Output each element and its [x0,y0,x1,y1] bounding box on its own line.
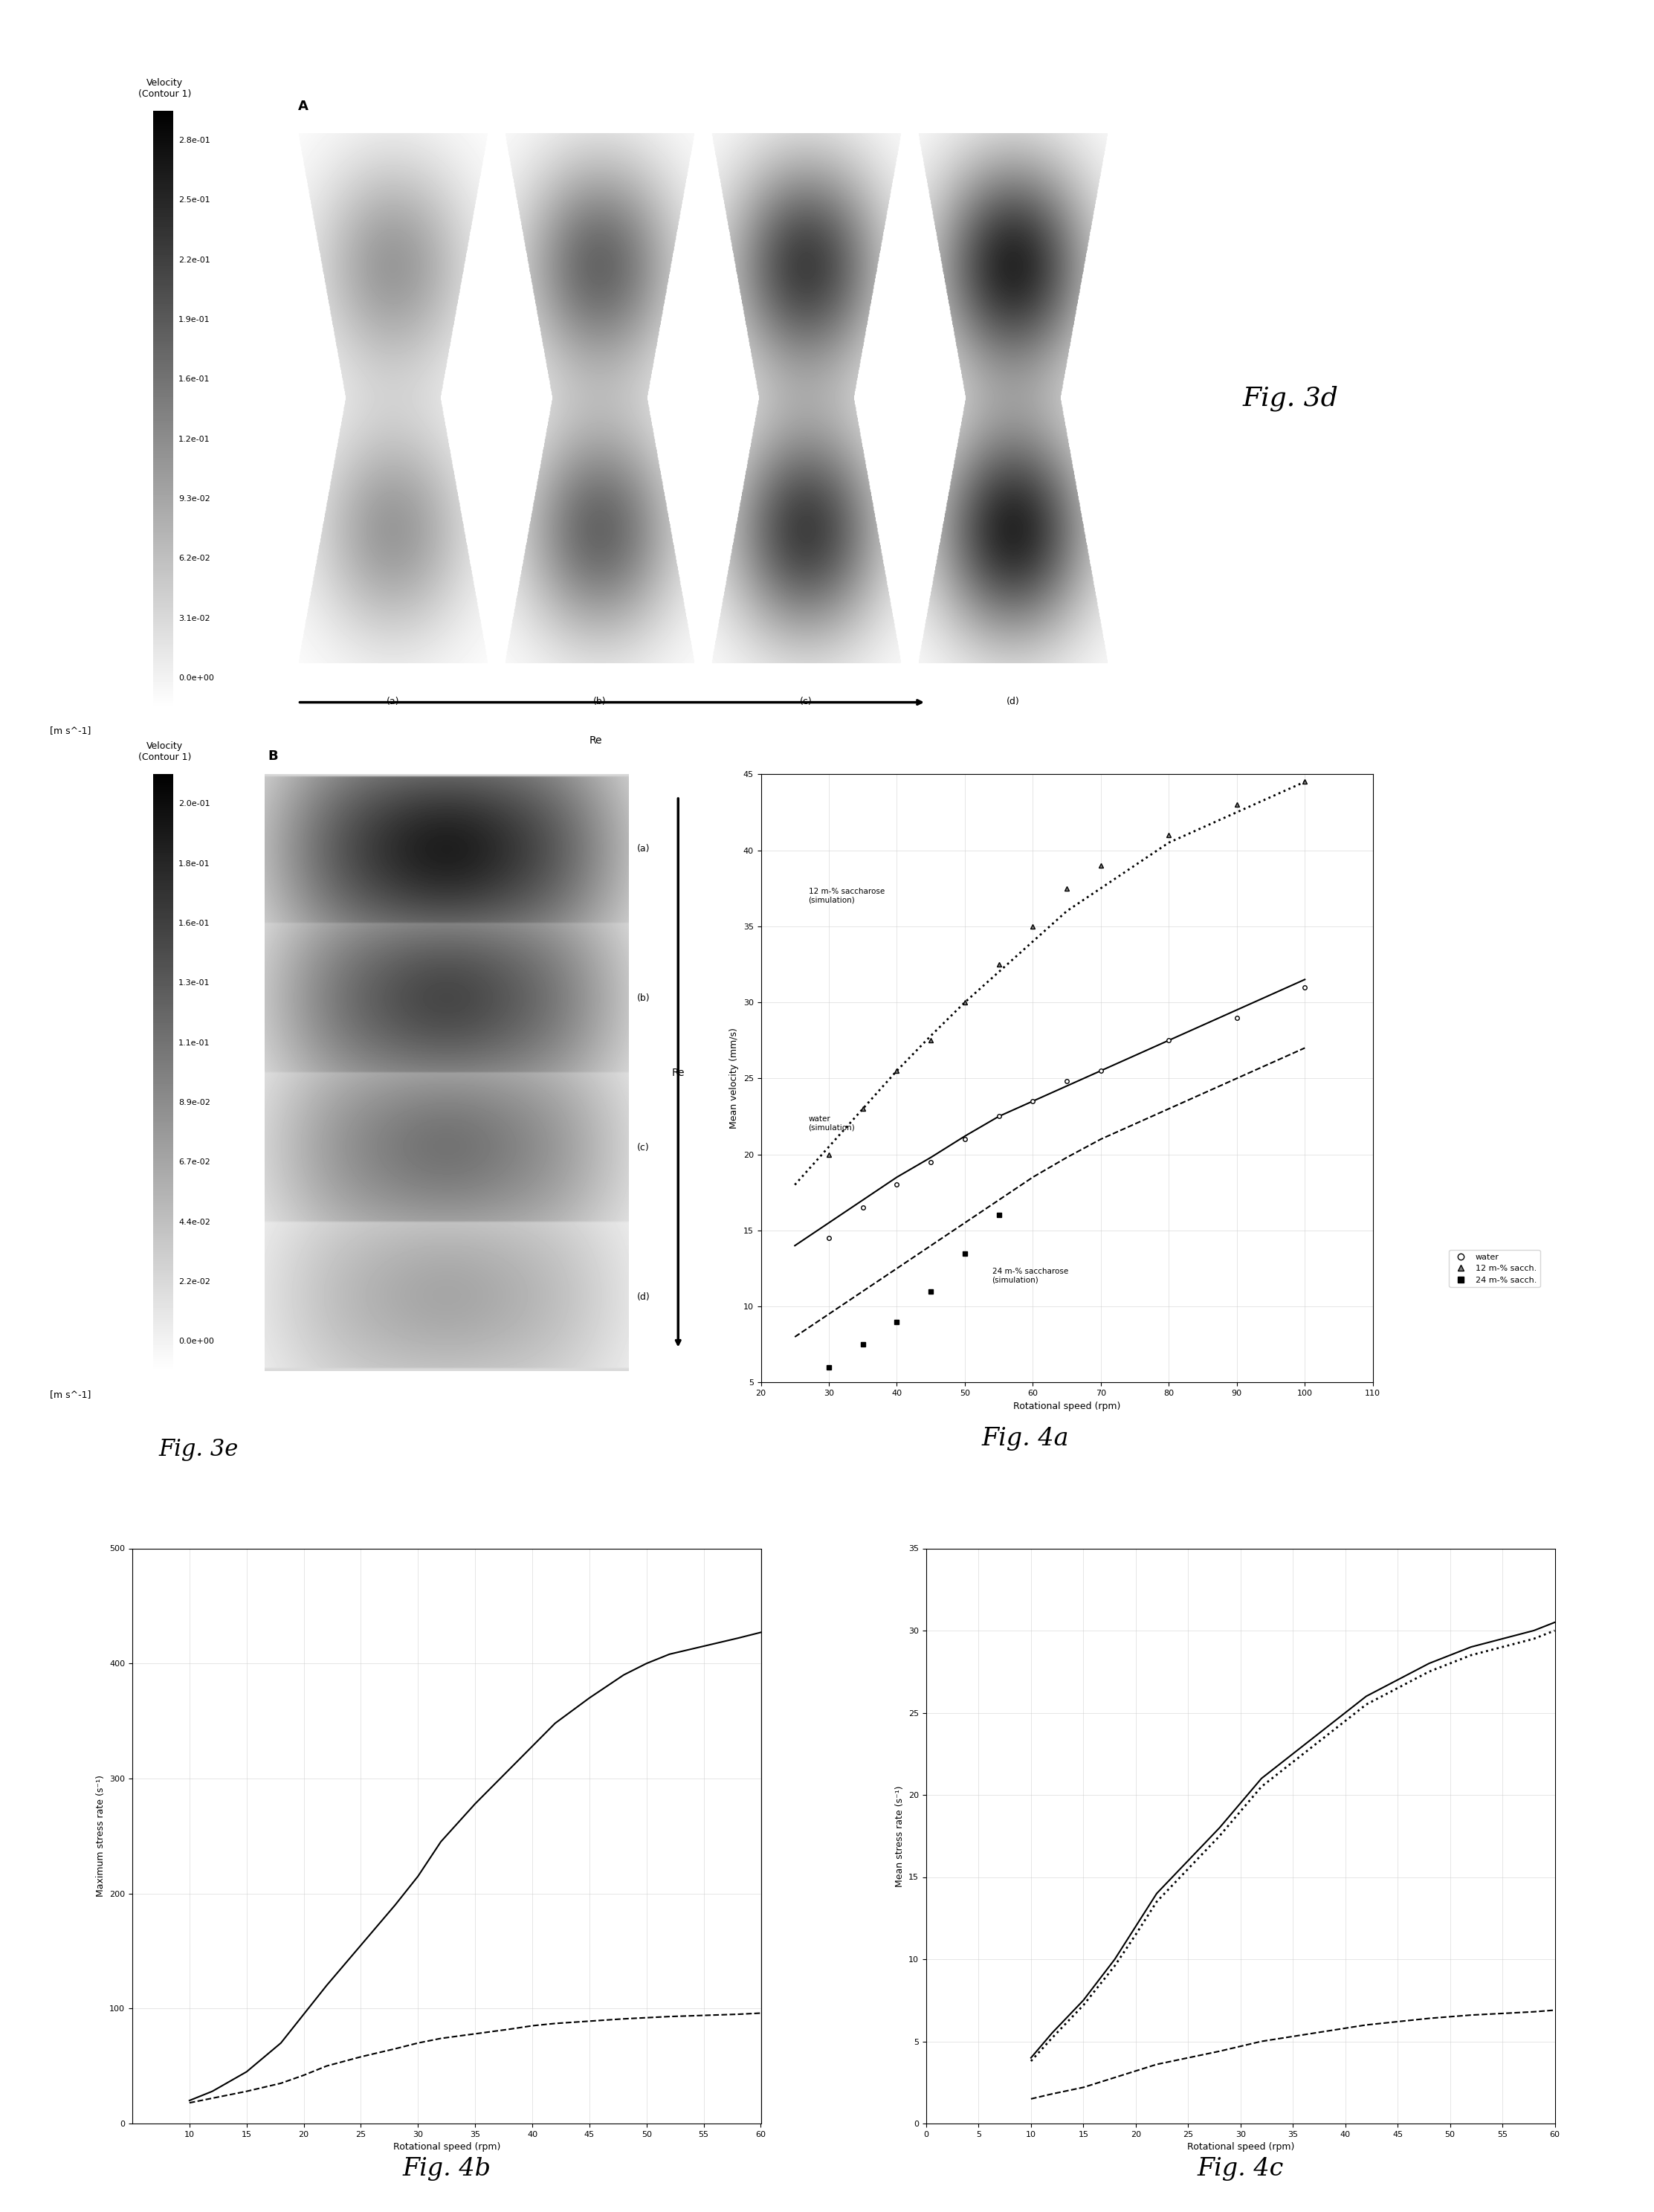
Text: (c): (c) [801,697,812,706]
Text: Fig. 3e: Fig. 3e [159,1438,238,1460]
Y-axis label: Mean stress rate (s⁻¹): Mean stress rate (s⁻¹) [895,1785,905,1887]
Text: (a): (a) [637,845,650,854]
Text: 4.4e-02: 4.4e-02 [179,1219,210,1225]
Text: 1.6e-01: 1.6e-01 [179,920,210,927]
Text: 2.8e-01: 2.8e-01 [179,137,210,144]
Text: 1.1e-01: 1.1e-01 [179,1040,210,1046]
Text: (c): (c) [637,1144,650,1152]
Text: 6.2e-02: 6.2e-02 [179,555,210,562]
Text: Velocity
(Contour 1): Velocity (Contour 1) [139,741,192,763]
Text: 0.0e+00: 0.0e+00 [179,1338,215,1345]
Text: 12 m-% saccharose
(simulation): 12 m-% saccharose (simulation) [809,887,885,902]
Text: Velocity
(Contour 1): Velocity (Contour 1) [139,77,192,100]
Text: 3.1e-02: 3.1e-02 [179,615,210,622]
Text: 8.9e-02: 8.9e-02 [179,1099,210,1106]
Text: 6.7e-02: 6.7e-02 [179,1159,210,1166]
Text: Fig. 4c: Fig. 4c [1197,2157,1284,2181]
Text: 2.0e-01: 2.0e-01 [179,801,210,807]
Text: Fig. 4a: Fig. 4a [982,1427,1068,1451]
Text: Fig. 3d: Fig. 3d [1242,385,1338,411]
Text: 1.8e-01: 1.8e-01 [179,860,210,867]
X-axis label: Rotational speed (rpm): Rotational speed (rpm) [1014,1400,1120,1411]
Text: 1.2e-01: 1.2e-01 [179,436,210,442]
Text: (d): (d) [1007,697,1019,706]
Text: water
(simulation): water (simulation) [809,1115,855,1133]
Legend: water, 12 m-% sacch., 24 m-% sacch.: water, 12 m-% sacch., 24 m-% sacch. [1449,1250,1540,1287]
Text: 1.3e-01: 1.3e-01 [179,980,210,987]
Text: 1.6e-01: 1.6e-01 [179,376,210,383]
Text: 2.2e-01: 2.2e-01 [179,257,210,263]
Text: 24 m-% saccharose
(simulation): 24 m-% saccharose (simulation) [992,1267,1068,1283]
X-axis label: Rotational speed (rpm): Rotational speed (rpm) [1188,2141,1293,2152]
X-axis label: Rotational speed (rpm): Rotational speed (rpm) [394,2141,500,2152]
Text: Re: Re [589,734,602,745]
Text: B: B [268,750,278,763]
Text: Re: Re [672,1068,685,1077]
Text: 1.9e-01: 1.9e-01 [179,316,210,323]
Text: A: A [298,100,308,113]
Text: (b): (b) [637,993,650,1002]
Text: 2.5e-01: 2.5e-01 [179,197,210,204]
Text: Fig. 4b: Fig. 4b [402,2157,491,2181]
Y-axis label: Mean velocity (mm/s): Mean velocity (mm/s) [729,1029,739,1128]
Text: [m s^-1]: [m s^-1] [50,726,91,734]
Text: 2.2e-02: 2.2e-02 [179,1279,210,1285]
Text: 9.3e-02: 9.3e-02 [179,495,210,502]
Text: (b): (b) [594,697,605,706]
Text: (a): (a) [387,697,399,706]
Y-axis label: Maximum stress rate (s⁻¹): Maximum stress rate (s⁻¹) [96,1774,106,1898]
Text: [m s^-1]: [m s^-1] [50,1389,91,1398]
Text: (d): (d) [637,1292,650,1301]
Text: 0.0e+00: 0.0e+00 [179,675,215,681]
